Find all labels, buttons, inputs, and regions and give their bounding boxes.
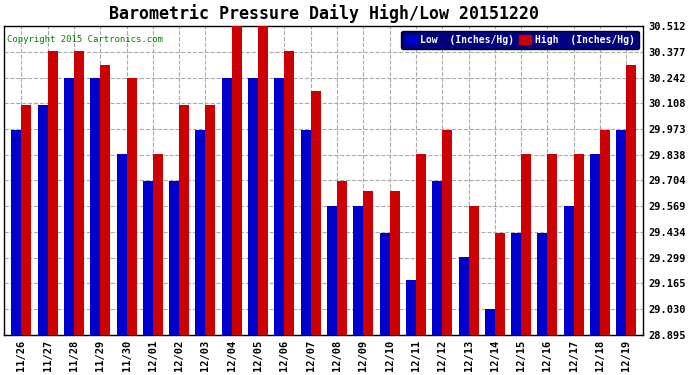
Text: Copyright 2015 Cartronics.com: Copyright 2015 Cartronics.com	[8, 35, 164, 44]
Bar	[538, 232, 547, 335]
Bar	[327, 206, 337, 335]
Bar	[74, 51, 84, 335]
Bar	[126, 78, 137, 335]
Bar	[64, 78, 74, 335]
Bar	[353, 206, 363, 335]
Bar	[616, 129, 627, 335]
Bar	[495, 232, 505, 335]
Bar	[511, 232, 521, 335]
Bar	[564, 206, 574, 335]
Bar	[380, 232, 390, 335]
Bar	[221, 78, 232, 335]
Bar	[547, 154, 558, 335]
Bar	[117, 154, 126, 335]
Bar	[459, 257, 469, 335]
Bar	[143, 181, 152, 335]
Bar	[100, 64, 110, 335]
Bar	[432, 181, 442, 335]
Bar	[390, 190, 400, 335]
Legend: Low  (Inches/Hg), High  (Inches/Hg): Low (Inches/Hg), High (Inches/Hg)	[401, 31, 639, 49]
Bar	[406, 280, 416, 335]
Bar	[169, 181, 179, 335]
Bar	[590, 154, 600, 335]
Bar	[600, 129, 610, 335]
Bar	[90, 78, 100, 335]
Bar	[152, 154, 163, 335]
Bar	[363, 190, 373, 335]
Bar	[337, 181, 347, 335]
Bar	[485, 309, 495, 335]
Title: Barometric Pressure Daily High/Low 20151220: Barometric Pressure Daily High/Low 20151…	[109, 4, 539, 23]
Bar	[37, 105, 48, 335]
Bar	[416, 154, 426, 335]
Bar	[232, 27, 241, 335]
Bar	[442, 129, 452, 335]
Bar	[301, 129, 310, 335]
Bar	[284, 51, 295, 335]
Bar	[258, 27, 268, 335]
Bar	[521, 154, 531, 335]
Bar	[48, 51, 57, 335]
Bar	[310, 92, 321, 335]
Bar	[275, 78, 284, 335]
Bar	[574, 154, 584, 335]
Bar	[179, 105, 189, 335]
Bar	[469, 206, 479, 335]
Bar	[248, 78, 258, 335]
Bar	[21, 105, 31, 335]
Bar	[206, 105, 215, 335]
Bar	[627, 64, 636, 335]
Bar	[195, 129, 206, 335]
Bar	[11, 129, 21, 335]
